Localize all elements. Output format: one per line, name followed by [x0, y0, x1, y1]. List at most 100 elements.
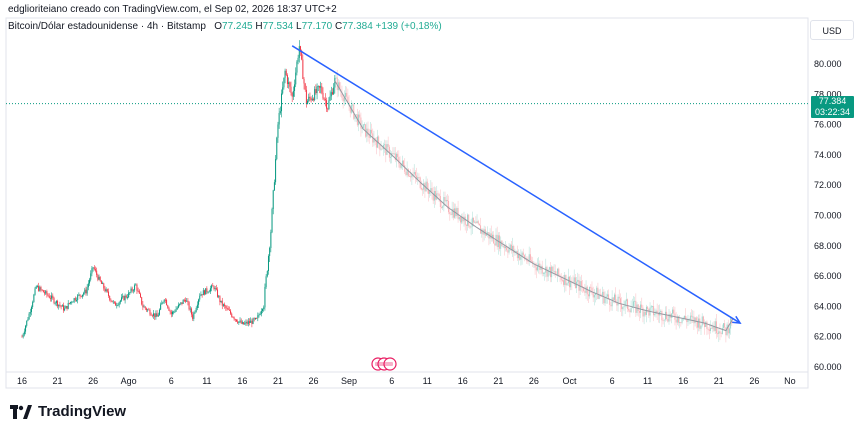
- low-value: 77.170: [301, 21, 333, 32]
- candle-body: [251, 320, 253, 324]
- candle-body: [250, 320, 252, 323]
- candle-body: [147, 309, 149, 311]
- candle-body: [535, 267, 537, 271]
- candle-body: [193, 312, 195, 319]
- y-tick-label: 74.000: [814, 150, 842, 160]
- y-tick-label: 60.000: [814, 362, 842, 372]
- candle-body: [628, 308, 630, 311]
- candle-body: [136, 284, 138, 291]
- candle-body: [676, 316, 678, 323]
- candle-body: [425, 181, 427, 192]
- candle-body: [565, 274, 567, 286]
- candle-body: [552, 266, 554, 272]
- candle-body: [708, 329, 710, 331]
- candle-body: [462, 216, 464, 222]
- candle-body: [347, 96, 349, 103]
- tradingview-logo[interactable]: TradingView: [10, 403, 126, 420]
- candle-body: [464, 216, 466, 225]
- candle-body: [435, 190, 437, 200]
- candle-body: [150, 314, 152, 316]
- candle-body: [638, 310, 640, 313]
- candle-body: [151, 315, 153, 317]
- candle-body: [29, 312, 31, 314]
- candle-body: [80, 295, 82, 297]
- candle-body: [712, 326, 714, 329]
- candle-body: [290, 86, 292, 93]
- candle-body: [635, 300, 637, 313]
- candle-body: [423, 183, 425, 190]
- candle-body: [226, 308, 228, 309]
- candle-body: [71, 301, 73, 303]
- candle-body: [330, 92, 332, 97]
- candle-body: [141, 297, 143, 305]
- candle-body: [660, 310, 662, 312]
- candle-body: [54, 302, 56, 304]
- candle-body: [36, 286, 38, 287]
- candle-body: [281, 93, 283, 112]
- candle-body: [476, 221, 478, 224]
- candle-body: [667, 318, 669, 322]
- candle-body: [183, 300, 185, 301]
- candle-body: [616, 302, 618, 306]
- candle-body: [46, 291, 48, 295]
- candle-body: [41, 289, 43, 291]
- candle-body: [326, 100, 328, 109]
- candle-body: [365, 124, 367, 137]
- candle-body: [38, 286, 40, 291]
- candle-body: [162, 302, 164, 303]
- trendline-arrowhead: [732, 315, 742, 324]
- candle-body: [566, 283, 568, 286]
- candle-body: [695, 317, 697, 321]
- candle-body: [709, 328, 711, 331]
- candle-body: [507, 250, 509, 253]
- candle-body: [439, 196, 441, 208]
- candle-body: [294, 84, 296, 91]
- candle-body: [310, 98, 312, 101]
- candle-body: [728, 328, 730, 334]
- candle-body: [654, 314, 656, 316]
- candle-body: [277, 124, 279, 138]
- candle-body: [59, 304, 61, 306]
- low-label: L: [296, 21, 302, 32]
- candle-body: [615, 294, 617, 303]
- candle-body: [472, 217, 474, 223]
- candle-body: [260, 311, 262, 315]
- candle-body: [587, 294, 589, 297]
- candle-body: [171, 311, 173, 315]
- candle-body: [323, 98, 325, 100]
- candle-body: [222, 304, 224, 306]
- currency-selector[interactable]: USD: [810, 20, 854, 40]
- candle-body: [203, 290, 205, 295]
- high-label: H: [255, 21, 263, 32]
- candle-body: [86, 287, 88, 294]
- candle-body: [219, 296, 221, 303]
- candle-body: [429, 190, 431, 194]
- candle-body: [78, 294, 80, 296]
- candle-body: [221, 300, 223, 306]
- events-badge-icon[interactable]: [370, 357, 398, 371]
- candle-body: [359, 114, 361, 118]
- tradingview-brand-name: TradingView: [38, 403, 127, 420]
- candle-body: [44, 292, 46, 294]
- candle-body: [170, 311, 172, 315]
- candle-body: [275, 159, 277, 183]
- x-tick-label: 21: [493, 376, 503, 386]
- candle-body: [39, 287, 41, 291]
- candle-body: [398, 156, 400, 164]
- candle-body: [621, 304, 623, 310]
- candle-body: [49, 297, 51, 299]
- candle-body: [514, 251, 516, 253]
- candle-body: [527, 261, 529, 262]
- candle-body: [451, 208, 453, 215]
- candle-body: [481, 229, 483, 234]
- candle-body: [208, 291, 210, 293]
- candle-body: [390, 157, 392, 158]
- candle-body: [109, 295, 111, 300]
- candle-body: [598, 294, 600, 299]
- candle-body: [700, 325, 702, 329]
- candle-body: [420, 187, 422, 190]
- candle-body: [144, 306, 146, 309]
- candle-body: [103, 283, 105, 289]
- trendline[interactable]: [291, 45, 741, 324]
